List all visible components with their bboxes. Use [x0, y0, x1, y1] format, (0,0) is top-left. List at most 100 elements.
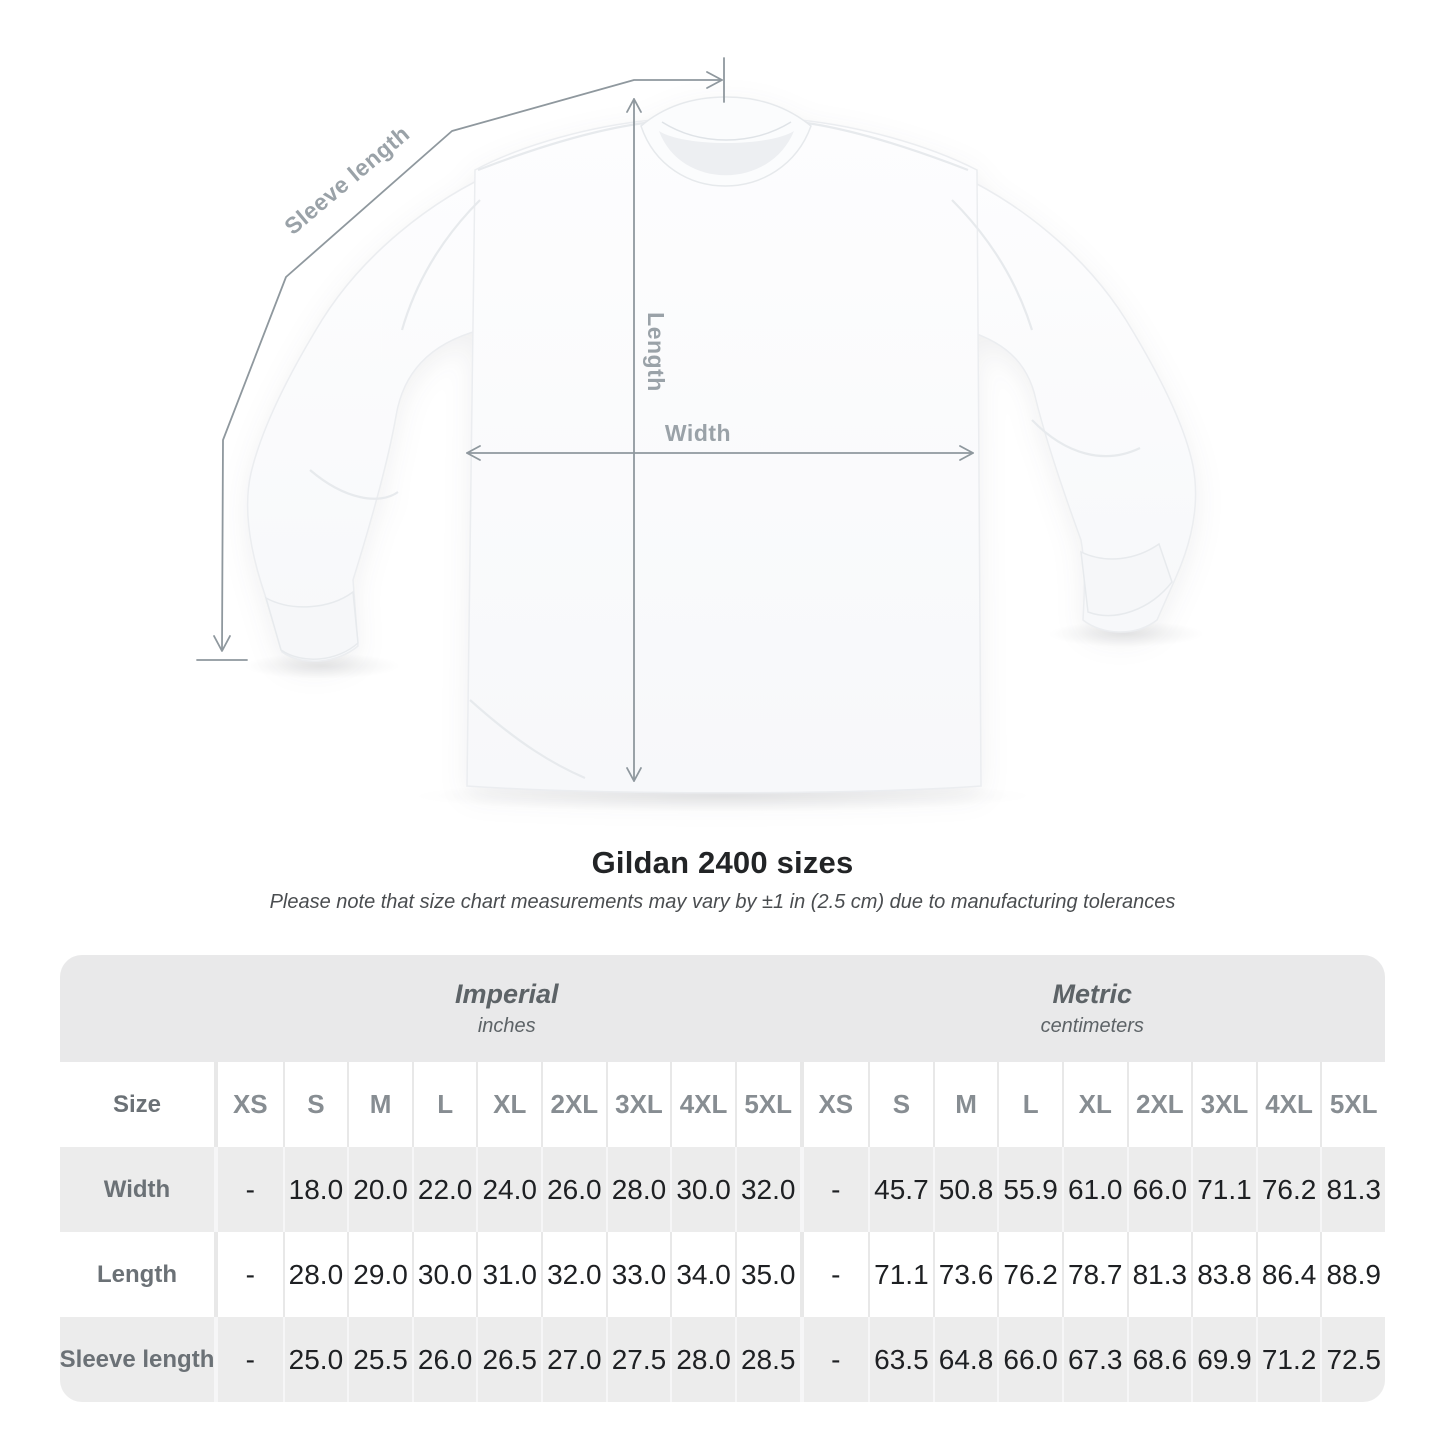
table-cell: 30.0	[411, 1232, 477, 1317]
size-col-header: 5XL	[1320, 1062, 1385, 1147]
table-cell: 26.0	[541, 1147, 606, 1232]
table-cell: 81.3	[1126, 1232, 1192, 1317]
size-col-header: 2XL	[541, 1062, 606, 1147]
size-col-header: M	[347, 1062, 412, 1147]
row-label-length: Length	[97, 1260, 177, 1288]
width-label: Width	[665, 420, 731, 446]
unit-header-imperial: Imperial inches	[214, 955, 800, 1062]
table-cell: 78.7	[1061, 1232, 1127, 1317]
table-cell: 69.9	[1191, 1317, 1256, 1402]
table-cell: 63.5	[868, 1317, 933, 1402]
left-cuff-shadow	[244, 653, 400, 679]
width-arrow-left	[466, 445, 481, 461]
width-arrow-right	[959, 445, 974, 461]
page-title: Gildan 2400 sizes	[591, 845, 854, 880]
shirt-body	[466, 119, 982, 794]
width-metric-values: -45.7 50.8 55.9 61.0 66.0 71.1 76.2 81.3	[799, 1147, 1386, 1232]
table-cell: 30.0	[670, 1147, 735, 1232]
size-col-header: XL	[1061, 1062, 1127, 1147]
table-cell: -	[831, 1343, 841, 1375]
table-cell: 68.6	[1126, 1317, 1192, 1402]
table-cell: 72.5	[1320, 1317, 1385, 1402]
table-cell: 76.2	[1255, 1147, 1321, 1232]
table-cell: 34.0	[670, 1232, 735, 1317]
table-cell: 61.0	[1061, 1147, 1127, 1232]
sleeve-length-measure-line	[221, 79, 723, 651]
table-cell: 86.4	[1255, 1232, 1321, 1317]
table-cell: 28.5	[734, 1317, 800, 1402]
shirt-collar-seam	[661, 121, 792, 141]
size-col-header: XS	[232, 1089, 268, 1119]
shirt-collar-outer	[640, 96, 812, 187]
table-cell: 28.0	[670, 1317, 735, 1402]
table-cell: 27.5	[605, 1317, 671, 1402]
table-cell: 83.8	[1191, 1232, 1256, 1317]
table-cell: -	[245, 1258, 255, 1290]
table-row-width: Width -18.0 20.0 22.0 24.0 26.0 28.0 30.0 32.0 …	[60, 1147, 1385, 1232]
size-col-header: 2XL	[1126, 1062, 1192, 1147]
unit-header-band: Imperial inches Metric centimeters	[60, 955, 1385, 1062]
unit-header-spacer	[60, 955, 214, 1062]
size-col-header: 3XL	[605, 1062, 671, 1147]
table-cell: 76.2	[997, 1232, 1062, 1317]
table-cell: 71.1	[1191, 1147, 1256, 1232]
size-col-header: XS	[818, 1089, 854, 1119]
table-cell: 55.9	[997, 1147, 1062, 1232]
size-col-header: XL	[476, 1062, 541, 1147]
table-cell: -	[831, 1258, 841, 1290]
table-cell: 67.3	[1061, 1317, 1127, 1402]
table-cell: 45.7	[868, 1147, 933, 1232]
table-cell: 31.0	[476, 1232, 541, 1317]
shirt-left-cuff	[264, 590, 359, 660]
table-cell: 81.3	[1320, 1147, 1385, 1232]
size-headers-imperial: XS S M L XL 2XL 3XL 4XL 5XL	[214, 1062, 800, 1147]
size-col-header: S	[282, 1062, 348, 1147]
table-cell: 28.0	[605, 1147, 671, 1232]
metric-title: Metric	[1052, 979, 1133, 1009]
shirt-collar-opening	[659, 131, 794, 176]
shirt-fold-lines	[309, 120, 1141, 780]
table-cell: -	[245, 1173, 255, 1205]
shirt-measurement-diagram: Sleeve length Length Width	[196, 57, 1204, 812]
table-cell: 71.2	[1255, 1317, 1321, 1402]
row-label-sleeve-length: Sleeve length	[60, 1345, 215, 1373]
caption: Gildan 2400 sizes Please note that size …	[0, 845, 1445, 914]
table-cell: -	[831, 1173, 841, 1205]
table-cell: 64.8	[932, 1317, 998, 1402]
size-col-header: 4XL	[1255, 1062, 1321, 1147]
unit-header-metric: Metric centimeters	[800, 955, 1386, 1062]
size-col-header: S	[868, 1062, 933, 1147]
shirt-right-cuff	[1080, 542, 1173, 617]
size-col-header: M	[932, 1062, 998, 1147]
table-cell: 24.0	[476, 1147, 541, 1232]
size-header-row: Size XS S M L XL 2XL 3XL 4XL 5XL XS S M L XL 2XL 3XL 4X…	[60, 1062, 1385, 1147]
table-cell: -	[245, 1343, 255, 1375]
table-cell: 35.0	[734, 1232, 800, 1317]
table-cell: 88.9	[1320, 1232, 1385, 1317]
sleeve-imperial-values: -25.0 25.5 26.0 26.5 27.0 27.5 28.0 28.5	[214, 1317, 800, 1402]
table-cell: 66.0	[997, 1317, 1062, 1402]
table-cell: 27.0	[541, 1317, 606, 1402]
table-cell: 50.8	[932, 1147, 998, 1232]
size-table: Imperial inches Metric centimeters Size …	[60, 955, 1385, 1402]
page-subtitle: Please note that size chart measurements…	[269, 891, 1176, 913]
length-imperial-values: -28.0 29.0 30.0 31.0 32.0 33.0 34.0 35.0	[214, 1232, 800, 1317]
sleeve-metric-values: -63.5 64.8 66.0 67.3 68.6 69.9 71.2 72.5	[799, 1317, 1386, 1402]
size-header-label: Size	[112, 1090, 162, 1118]
sleeve-length-arrow-down	[213, 635, 231, 652]
size-col-header: L	[411, 1062, 477, 1147]
table-row-sleeve-length: Sleeve length -25.0 25.5 26.0 26.5 27.0 27.5 2…	[60, 1317, 1385, 1402]
table-cell: 66.0	[1126, 1147, 1192, 1232]
size-col-header: 5XL	[734, 1062, 800, 1147]
size-headers-metric: XS S M L XL 2XL 3XL 4XL 5XL	[799, 1062, 1386, 1147]
shirt-right-sleeve	[947, 168, 1197, 633]
table-cell: 73.6	[932, 1232, 998, 1317]
imperial-title: Imperial	[454, 979, 559, 1009]
size-col-header: 3XL	[1191, 1062, 1256, 1147]
shirt-left-sleeve	[246, 168, 501, 663]
length-metric-values: -71.1 73.6 76.2 78.7 81.3 83.8 86.4 88.9	[799, 1232, 1386, 1317]
table-cell: 71.1	[868, 1232, 933, 1317]
size-col-header: L	[997, 1062, 1062, 1147]
sleeve-length-arrow-right	[706, 71, 723, 89]
table-cell: 25.5	[347, 1317, 412, 1402]
